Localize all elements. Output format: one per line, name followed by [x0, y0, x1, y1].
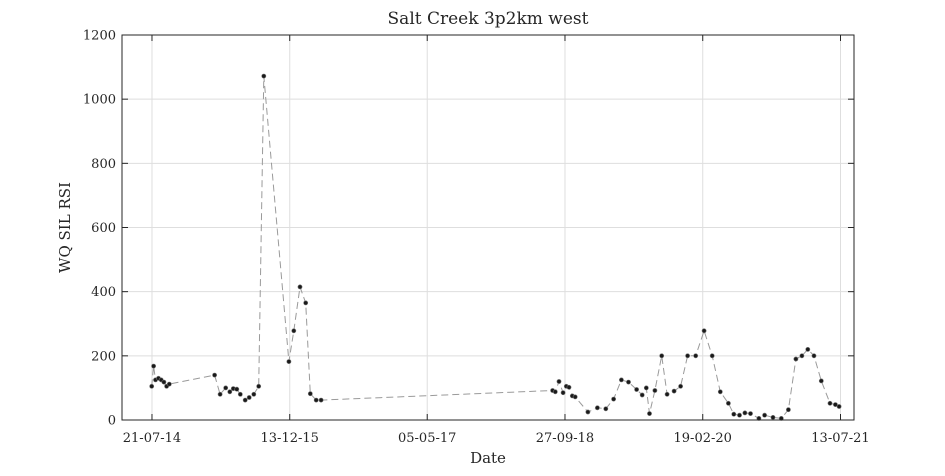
series-layer	[149, 73, 842, 421]
x-tick-label: 21-07-14	[123, 431, 181, 446]
data-point	[737, 412, 742, 418]
data-point	[572, 394, 578, 400]
data-point	[811, 353, 817, 359]
data-point	[223, 385, 229, 391]
data-point	[291, 328, 297, 334]
data-point	[297, 284, 303, 290]
data-point	[227, 389, 233, 395]
data-point	[643, 385, 649, 391]
data-point	[246, 395, 252, 400]
data-point	[659, 353, 665, 359]
data-point	[639, 392, 645, 398]
data-point	[748, 411, 753, 416]
data-point	[731, 411, 737, 417]
data-point	[151, 363, 156, 369]
data-point	[726, 400, 731, 406]
data-point	[678, 383, 683, 389]
x-tick-label: 05-05-17	[398, 431, 456, 446]
data-point	[611, 396, 616, 402]
data-point	[786, 407, 791, 413]
data-point	[762, 412, 767, 418]
data-point	[799, 353, 805, 359]
axis-ticks: 0 200 400 600 800 1000 1200 21-07-14 13-12-15 05-…	[83, 29, 870, 447]
data-point	[261, 73, 267, 79]
data-point	[556, 379, 562, 384]
data-point	[217, 391, 223, 397]
data-point	[251, 391, 257, 397]
x-tick-label: 19-02-20	[674, 431, 732, 446]
y-axis-label: WQ SIL RSI	[56, 182, 74, 273]
data-point	[626, 379, 631, 385]
data-point	[560, 390, 566, 396]
data-point	[793, 356, 799, 362]
data-point	[818, 378, 824, 384]
y-tick-label: 200	[91, 349, 116, 364]
data-point	[647, 411, 652, 416]
data-point	[313, 397, 319, 403]
data-point	[805, 346, 811, 352]
data-point	[634, 387, 639, 392]
x-tick-label: 13-12-15	[261, 431, 319, 446]
data-point	[166, 381, 172, 387]
data-point	[685, 353, 690, 359]
x-axis-label: Date	[470, 449, 506, 467]
data-point	[833, 402, 838, 407]
data-point	[585, 409, 591, 415]
grid	[122, 34, 854, 421]
y-tick-label: 1000	[83, 93, 116, 108]
data-point	[242, 397, 248, 403]
y-tick-label: 600	[91, 221, 116, 236]
y-tick-label: 400	[91, 285, 116, 300]
data-point	[827, 400, 833, 406]
data-point	[161, 379, 167, 385]
data-point	[671, 388, 677, 394]
data-point	[256, 383, 262, 389]
data-point	[701, 328, 707, 334]
data-point	[595, 405, 600, 411]
data-point	[237, 391, 243, 397]
data-point	[552, 389, 558, 395]
data-point	[212, 372, 217, 378]
y-tick-label: 1200	[83, 29, 116, 44]
data-point	[652, 388, 658, 393]
data-point	[603, 406, 609, 412]
data-point	[836, 404, 842, 409]
data-point	[149, 383, 155, 389]
data-point	[770, 414, 776, 420]
data-point	[619, 377, 624, 383]
data-point	[709, 353, 715, 359]
y-tick-label: 0	[108, 414, 116, 429]
chart-title: Salt Creek 3p2km west	[388, 9, 589, 29]
data-point	[717, 389, 723, 395]
data-point	[286, 359, 292, 364]
x-tick-label: 27-09-18	[536, 431, 594, 446]
data-point	[664, 391, 670, 397]
data-point	[693, 353, 699, 359]
data-point	[303, 300, 309, 306]
data-point	[307, 391, 313, 397]
y-tick-label: 800	[91, 157, 116, 172]
data-point	[318, 397, 324, 403]
x-tick-label: 13-07-21	[811, 431, 869, 446]
data-point	[742, 410, 748, 416]
data-point	[566, 384, 572, 390]
data-point	[234, 386, 240, 392]
